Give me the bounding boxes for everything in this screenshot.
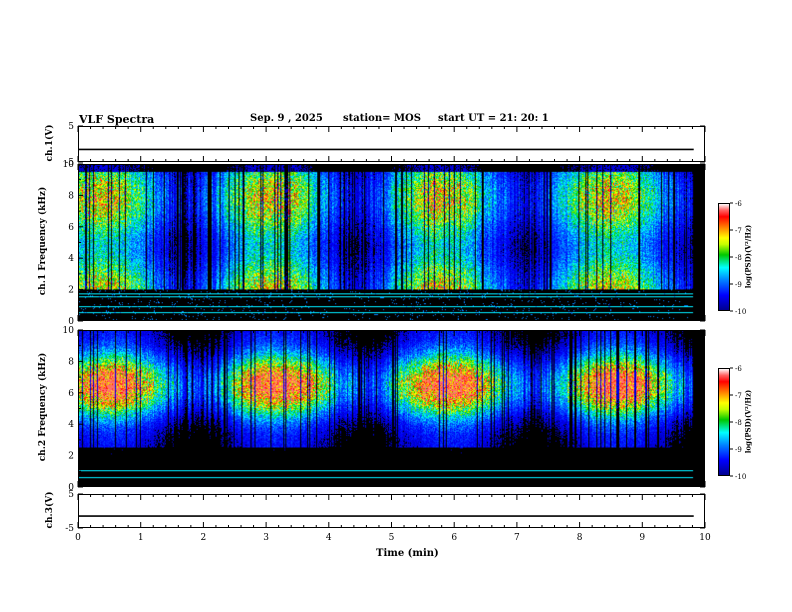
ch2-colorbar — [718, 368, 730, 476]
start-time-label: start UT = 21: 20: 1 — [438, 113, 549, 124]
ch1-spectrogram-canvas — [79, 165, 704, 320]
x-tick-label: 9 — [639, 533, 645, 543]
y-tick-label: 8 — [68, 357, 74, 367]
y-tick-label: -5 — [65, 524, 74, 534]
x-tick-label: 7 — [514, 533, 520, 543]
y-tick-label: -5 — [65, 158, 74, 168]
colorbar-tick-label: -9 — [735, 446, 742, 454]
ch2-spectrogram-canvas — [79, 331, 704, 486]
x-axis-label: Time (min) — [376, 548, 439, 559]
x-tick-label: 6 — [451, 533, 457, 543]
y-tick-label: 4 — [68, 420, 74, 430]
colorbar-tick-label: -7 — [735, 392, 742, 400]
y-tick-label: 2 — [68, 286, 74, 296]
y-tick-label: 5 — [68, 490, 74, 500]
station-label: station= MOS — [343, 113, 421, 124]
colorbar-tick-label: -8 — [735, 419, 742, 427]
x-tick-label: 2 — [201, 533, 207, 543]
colorbar-tick-label: -6 — [735, 200, 742, 208]
y-tick-label: 6 — [68, 389, 74, 399]
x-tick-label: 1 — [138, 533, 144, 543]
x-tick-label: 10 — [699, 533, 711, 543]
y-tick-label: 10 — [63, 160, 75, 170]
colorbar-tick-label: -10 — [735, 473, 746, 481]
colorbar-tick-label: -9 — [735, 281, 742, 289]
colorbar-tick-label: -7 — [735, 227, 742, 235]
date-label: Sep. 9 , 2025 — [250, 113, 323, 124]
y-tick-label: 6 — [68, 223, 74, 233]
colorbar-tick-label: -10 — [735, 308, 746, 316]
x-tick-label: 4 — [326, 533, 332, 543]
colorbar-tick-label: -6 — [735, 365, 742, 373]
y-tick-label: 10 — [63, 326, 75, 336]
colorbar-tick-label: -8 — [735, 254, 742, 262]
y-tick-label: 4 — [68, 254, 74, 264]
ch2-spectrogram-panel — [78, 330, 705, 487]
y-tick-label: 0 — [68, 483, 74, 493]
y-tick-label: 5 — [68, 122, 74, 132]
ch1-spectrogram-panel — [78, 164, 705, 321]
ch1-colorbar — [718, 203, 730, 311]
chart-title: VLF Spectra — [79, 113, 155, 126]
y-tick-label: 2 — [68, 452, 74, 462]
x-tick-label: 5 — [389, 533, 395, 543]
x-tick-label: 3 — [263, 533, 269, 543]
y-tick-label: 0 — [68, 317, 74, 327]
x-tick-label: 0 — [75, 533, 81, 543]
x-tick-label: 8 — [577, 533, 583, 543]
y-tick-label: 8 — [68, 191, 74, 201]
